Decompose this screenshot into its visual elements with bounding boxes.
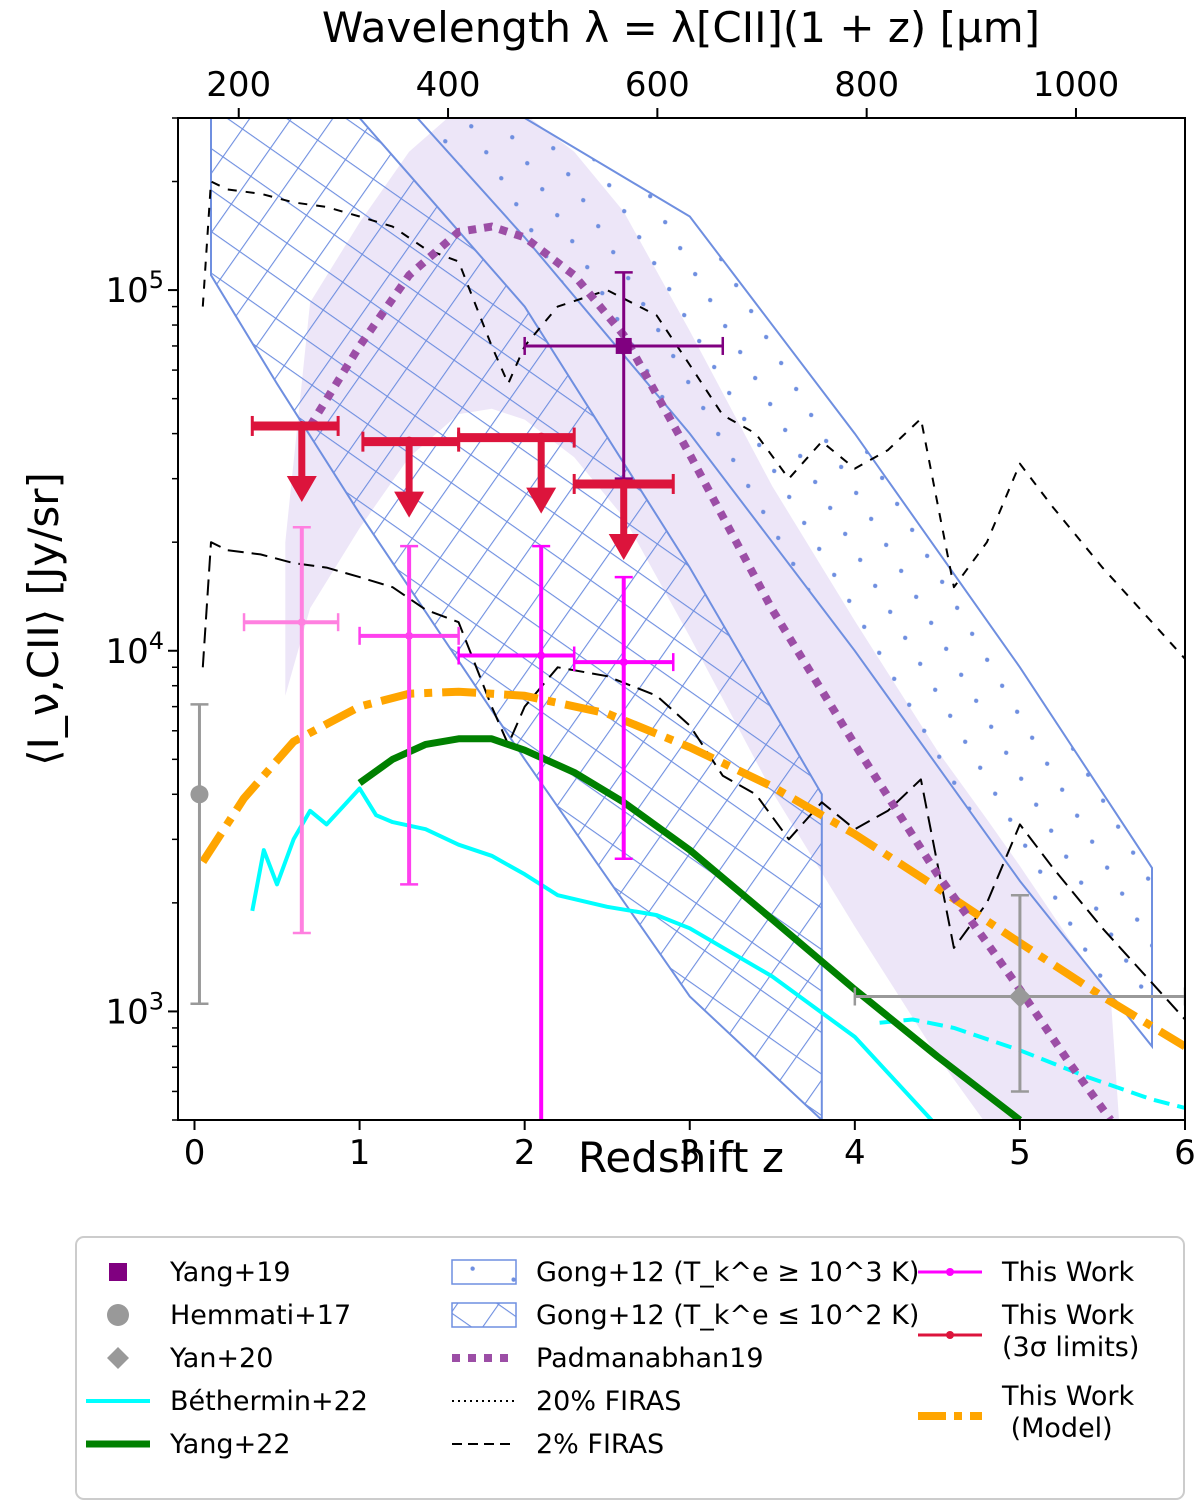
- legend-item-10-label: This Work: [1001, 1257, 1134, 1288]
- hemmati17-point-0-marker: [190, 785, 209, 804]
- this-work-upper-limit-3-arrowhead: [608, 533, 639, 560]
- legend-item-12-label: This Work (Model): [1001, 1381, 1134, 1444]
- legend-item-11-dot: [946, 1331, 954, 1339]
- top-tick-label-3: 800: [834, 65, 899, 105]
- legend-frame: [75, 1236, 1185, 1500]
- top-tick-label-1: 400: [416, 65, 481, 105]
- legend-item-5-swatch: [451, 1259, 517, 1285]
- legend-item-6-swatch: [451, 1302, 517, 1328]
- this-work-upper-limit-1-marker: [404, 436, 415, 447]
- legend-item-2-label: Yan+20: [169, 1343, 273, 1374]
- padmanabhan19-line: [306, 222, 1114, 1120]
- x-tick-label-3: 3: [679, 1133, 701, 1173]
- gong12-low-temp-band: [210, 118, 823, 1120]
- legend-item-8-label: 20% FIRAS: [536, 1386, 681, 1417]
- this-work-upper-limit-1: [361, 431, 461, 518]
- this-work-point-3: [572, 575, 675, 861]
- this-work-upper-limit-0-marker: [296, 420, 307, 431]
- y-tick-label-2: 105: [105, 266, 164, 311]
- legend-item-11-label: This Work (3σ limits): [1001, 1300, 1139, 1363]
- plot-area: [190, 118, 1185, 1120]
- x-tick-label-4: 4: [844, 1133, 866, 1173]
- legend-item-10-dot: [946, 1268, 954, 1276]
- this-work-point-2: [457, 544, 576, 1120]
- legend-item-10-swatch: [918, 1268, 982, 1276]
- legend-item-1-swatch: [107, 1304, 129, 1326]
- legend-item-2-swatch: [107, 1347, 129, 1369]
- this-work-upper-limit-2-marker: [536, 432, 547, 443]
- this-work-point-0-marker: [297, 618, 306, 627]
- legend-item-11-swatch: [918, 1331, 982, 1339]
- this-work-upper-limit-3: [572, 473, 675, 560]
- legend-item-5-rect: [451, 1259, 517, 1285]
- x-tick-label-2: 2: [514, 1133, 536, 1173]
- legend-item-4-label: Yang+22: [169, 1429, 291, 1460]
- hemmati17-point-0: [190, 703, 209, 1006]
- legend-item-9-label: 2% FIRAS: [536, 1429, 664, 1460]
- y-axis-label: ⟨I_ν,CII⟩ [Jy/sr]: [19, 472, 68, 766]
- this-work-point-2-marker: [537, 651, 546, 660]
- this-work-upper-limit-0: [250, 415, 340, 502]
- y-tick-label-0: 103: [105, 987, 164, 1032]
- firas-2-percent-line: [201, 541, 1185, 1021]
- legend-item-7-label: Padmanabhan19: [536, 1343, 764, 1374]
- this-work-point-3-marker: [619, 658, 628, 667]
- legend-item-6-label: Gong+12 (T_k^e ≤ 10^2 K): [536, 1300, 919, 1331]
- legend-item-1-circle: [107, 1304, 129, 1326]
- plot-frame: [177, 117, 1186, 1121]
- x-tick-label-0: 0: [184, 1133, 206, 1173]
- this-work-point-1-marker: [405, 631, 414, 640]
- top-axis-label: Wavelength λ = λ[CII](1 + z) [μm]: [322, 3, 1040, 52]
- legend-item-5-label: Gong+12 (T_k^e ≥ 10^3 K): [536, 1257, 919, 1288]
- this-work-point-0: [242, 526, 340, 935]
- firas-20-percent-line: [201, 180, 1185, 660]
- yang19-point-0-marker: [615, 337, 632, 354]
- this-work-upper-limit-1-arrowhead: [394, 491, 425, 518]
- legend-item-2-diamond: [107, 1347, 129, 1369]
- x-axis-label: Redshift z: [578, 1133, 784, 1182]
- this-work-point-1: [358, 544, 460, 886]
- this-work-model-line: [199, 687, 1185, 1050]
- this-work-upper-limit-2: [457, 427, 576, 514]
- top-tick-label-0: 200: [206, 65, 271, 105]
- top-tick-label-2: 600: [625, 65, 690, 105]
- legend-item-3-label: Béthermin+22: [170, 1386, 368, 1417]
- x-tick-label-6: 6: [1174, 1133, 1196, 1173]
- x-tick-label-1: 1: [349, 1133, 371, 1173]
- legend-item-0-square: [109, 1263, 127, 1281]
- yan20-point-0: [853, 893, 1185, 1093]
- yang19-point-0: [523, 271, 725, 480]
- legend-item-1-label: Hemmati+17: [170, 1300, 351, 1331]
- yan20-point-0-marker: [1008, 985, 1031, 1008]
- this-work-upper-limit-2-arrowhead: [526, 487, 557, 514]
- axes: 0 1 2 3 4 5 6 200 400 600 800 1000 103 104 105: [105, 65, 1195, 1173]
- x-tick-label-5: 5: [1009, 1133, 1031, 1173]
- legend: Yang+19 Hemmati+17 Yan+20 Béthermin+22 Yang+…: [75, 1236, 1185, 1500]
- this-work-upper-limit-3-marker: [618, 478, 629, 489]
- legend-item-0-swatch: [109, 1263, 127, 1281]
- legend-item-0-label: Yang+19: [169, 1257, 291, 1288]
- legend-item-6-rect: [451, 1302, 517, 1328]
- bethermin22-line: [250, 786, 935, 1120]
- y-tick-label-1: 104: [105, 627, 164, 672]
- top-tick-label-4: 1000: [1033, 65, 1120, 105]
- this-work-upper-limit-0-arrowhead: [286, 475, 317, 502]
